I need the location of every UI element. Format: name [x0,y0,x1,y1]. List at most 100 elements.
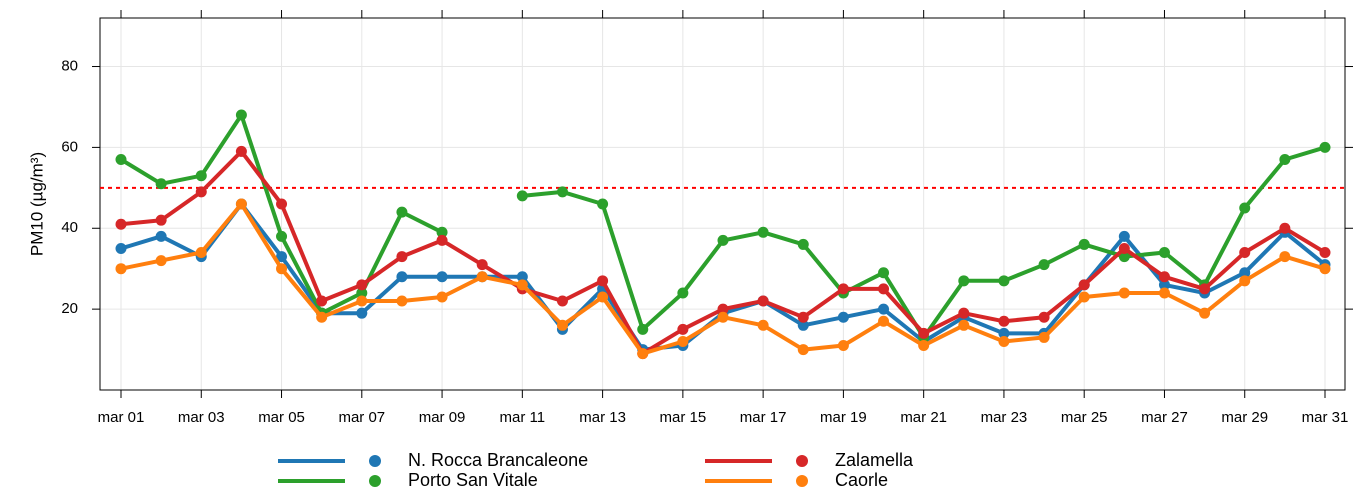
legend-dot [369,455,381,467]
data-point [396,206,408,218]
y-tick-label: 20 [61,300,78,317]
data-point [1319,247,1331,259]
data-point [1158,271,1170,283]
x-tick-label: mar 09 [419,409,466,426]
data-point [998,315,1010,327]
data-point [356,279,368,291]
data-point [356,307,368,319]
x-tick-label: mar 01 [98,409,145,426]
data-point [677,287,689,299]
y-axis-label: PM10 (µg/m³) [27,152,46,256]
y-tick-label: 40 [61,219,78,236]
data-point [356,287,368,299]
data-point [316,311,328,323]
data-point [436,271,448,283]
x-tick-label: mar 05 [258,409,305,426]
data-point [717,311,729,323]
data-point [396,295,408,307]
grid [100,18,1345,390]
x-tick-label: mar 15 [660,409,707,426]
x-tick-label: mar 29 [1221,409,1268,426]
data-point [1078,279,1090,291]
legend-label: Zalamella [835,450,914,470]
x-tick-label: mar 31 [1302,409,1349,426]
data-point [878,283,890,295]
data-point [1319,263,1331,275]
data-point [797,311,809,323]
data-point [556,295,568,307]
data-point [717,303,729,315]
data-point [276,251,288,263]
data-point [436,291,448,303]
data-point [837,311,849,323]
data-point [1239,247,1251,259]
data-point [878,267,890,279]
x-tick-label: mar 13 [579,409,626,426]
data-point [677,323,689,335]
data-point [195,170,207,182]
data-point [235,109,247,121]
data-point [757,226,769,238]
y-tick-label: 80 [61,57,78,74]
data-point [476,271,488,283]
data-point [235,145,247,157]
data-point [797,319,809,331]
data-point [516,190,528,202]
data-point [1279,251,1291,263]
data-point [597,291,609,303]
x-tick-label: mar 07 [338,409,385,426]
data-point [276,198,288,210]
data-point [155,230,167,242]
data-point [1319,141,1331,153]
data-point [597,275,609,287]
data-point [998,275,1010,287]
data-point [155,178,167,190]
data-point [637,348,649,360]
data-point [757,319,769,331]
x-tick-label: mar 21 [900,409,947,426]
data-point [516,271,528,283]
data-point [235,198,247,210]
data-point [797,238,809,250]
data-point [918,327,930,339]
data-point [637,323,649,335]
data-point [115,154,127,166]
data-point [958,275,970,287]
data-point [1038,331,1050,343]
data-point [597,198,609,210]
plot-frame [99,17,1346,391]
data-point [918,340,930,352]
data-point [1118,230,1130,242]
data-point [958,307,970,319]
data-point [316,295,328,307]
legend-label: Porto San Vitale [408,470,538,490]
data-point [1158,287,1170,299]
data-point [476,259,488,271]
data-point [436,234,448,246]
data-point [276,230,288,242]
data-point [1038,259,1050,271]
data-point [195,186,207,198]
data-point [1118,242,1130,254]
data-point [1239,267,1251,279]
data-point [556,319,568,331]
data-point [998,327,1010,339]
data-point [1279,222,1291,234]
data-point [1078,238,1090,250]
data-point [1118,251,1130,263]
legend-label: Caorle [835,470,888,490]
legend-dot [796,455,808,467]
data-point [556,186,568,198]
data-point [797,344,809,356]
data-point [195,247,207,259]
data-point [396,251,408,263]
data-point [1279,154,1291,166]
data-point [958,319,970,331]
data-point [1239,202,1251,214]
data-point [837,283,849,295]
data-point [1158,247,1170,259]
data-point [516,279,528,291]
data-point [1239,275,1251,287]
x-tick-label: mar 27 [1141,409,1188,426]
